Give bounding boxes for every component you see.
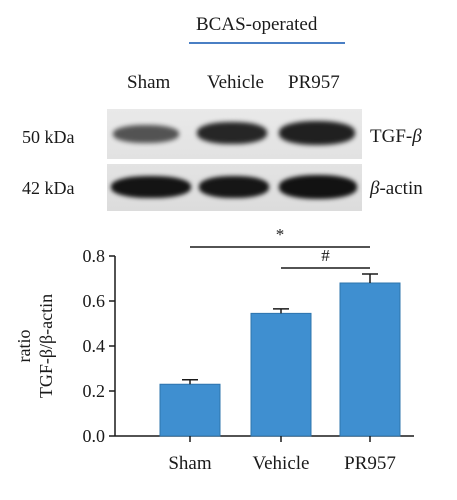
lane-label-sham: Sham bbox=[127, 72, 171, 93]
group-line bbox=[189, 42, 345, 44]
x-tick-label: Sham bbox=[168, 453, 212, 474]
y-tick-label: 0.2 bbox=[83, 381, 106, 401]
bars: Sham Vehicle PR957 bbox=[159, 273, 401, 474]
band-actin-sham bbox=[111, 176, 191, 198]
protein-label-tgf: TGF-β bbox=[370, 126, 422, 148]
protein-label-actin: β-actin bbox=[370, 178, 423, 200]
x-tick-label: Vehicle bbox=[253, 453, 310, 474]
band-tgf-vehicle bbox=[197, 122, 267, 144]
x-tick-label: PR957 bbox=[344, 453, 396, 474]
bar-pr957 bbox=[339, 282, 401, 437]
kda-label-tgf: 50 kDa bbox=[22, 127, 75, 147]
y-axis-label-line2: TGF-β/β-actin bbox=[36, 294, 56, 398]
band-actin-vehicle bbox=[199, 176, 269, 198]
y-axis-label-line1: ratio bbox=[14, 330, 34, 363]
protein-actin-symbol: β bbox=[370, 178, 380, 199]
lane-label-pr957: PR957 bbox=[288, 72, 340, 93]
y-tick-label: 0.6 bbox=[83, 291, 106, 311]
significance-marker: * bbox=[276, 225, 285, 244]
significance-brackets: *# bbox=[190, 225, 370, 269]
lane-label-vehicle: Vehicle bbox=[207, 72, 264, 93]
y-tick-label: 0.8 bbox=[83, 246, 106, 266]
protein-actin-text: -actin bbox=[379, 178, 423, 199]
blot-strip-tgf bbox=[107, 109, 362, 159]
band-tgf-sham bbox=[113, 125, 179, 143]
band-actin-pr957 bbox=[279, 175, 357, 199]
protein-tgf-symbol: β bbox=[412, 126, 422, 147]
blot-strip-actin bbox=[107, 164, 362, 211]
y-tick-label: 0.0 bbox=[83, 426, 106, 446]
y-tick-label: 0.4 bbox=[83, 336, 106, 356]
kda-label-actin: 42 kDa bbox=[22, 178, 75, 198]
bar-vehicle bbox=[250, 312, 312, 437]
bar-sham bbox=[159, 383, 221, 437]
band-tgf-pr957 bbox=[279, 121, 355, 145]
group-label: BCAS-operated bbox=[196, 14, 318, 35]
y-axis-label: ratio TGF-β/β-actin bbox=[14, 294, 56, 398]
significance-marker: # bbox=[321, 246, 330, 265]
protein-tgf-text: TGF- bbox=[370, 126, 413, 147]
